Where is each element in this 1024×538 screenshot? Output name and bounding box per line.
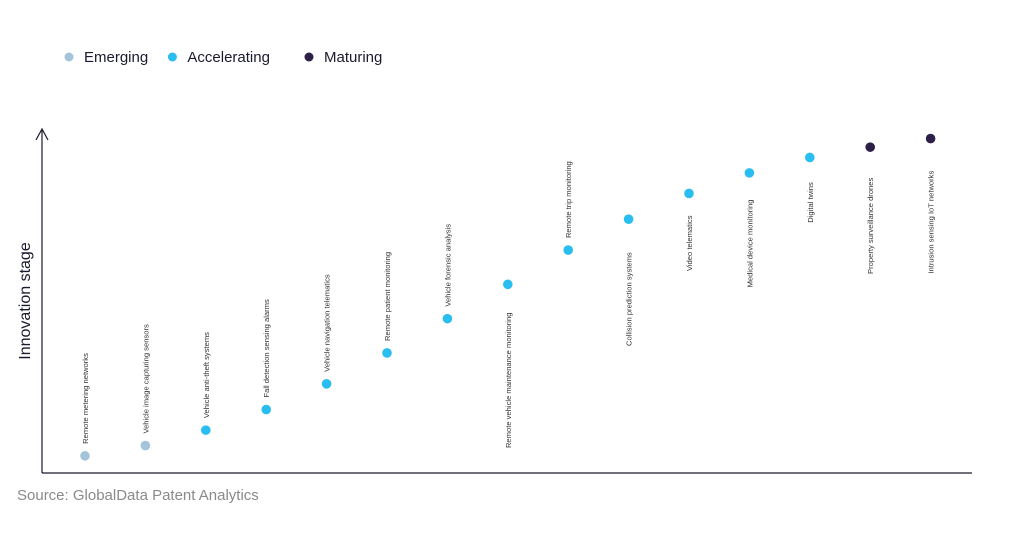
axes: Innovation stage bbox=[17, 127, 972, 474]
y-axis-arrow bbox=[35, 127, 49, 141]
data-point bbox=[925, 133, 936, 144]
data-point-label: Vehicle image capturing sensors bbox=[141, 324, 150, 434]
data-point-label: Remote vehicle maintenance monitoring bbox=[504, 313, 513, 449]
legend-marker-emerging bbox=[64, 52, 74, 62]
data-point bbox=[684, 188, 694, 199]
y-axis-title: Innovation stage bbox=[17, 242, 34, 360]
data-points: Remote metering networks Vehicle image ca… bbox=[80, 133, 936, 461]
data-point-label: Vehicle navigation telematics bbox=[323, 274, 332, 372]
legend-marker-accelerating bbox=[167, 52, 177, 62]
data-point bbox=[563, 245, 573, 255]
data-point bbox=[201, 425, 211, 435]
data-point bbox=[321, 379, 332, 389]
legend-label-emerging: Emerging bbox=[84, 49, 148, 66]
data-point bbox=[503, 279, 513, 290]
data-point-label: Vehicle forensic analysis bbox=[443, 224, 452, 307]
data-point-label: Remote metering networks bbox=[81, 353, 90, 444]
source-note: Source: GlobalData Patent Analytics bbox=[17, 487, 259, 504]
data-point-label: Property surveillance drones bbox=[866, 178, 875, 274]
data-point-label: Medical device monitoring bbox=[745, 200, 754, 288]
data-point bbox=[623, 214, 634, 224]
legend-label-accelerating: Accelerating bbox=[187, 49, 270, 66]
data-point bbox=[261, 404, 272, 415]
data-point-label: Fall detection sensing alarms bbox=[262, 299, 271, 398]
data-point bbox=[140, 440, 151, 451]
data-point bbox=[382, 348, 392, 358]
legend-label-maturing: Maturing bbox=[324, 49, 382, 66]
data-point-label: Intrusion sensing IoT networks bbox=[927, 171, 936, 274]
data-point bbox=[805, 152, 815, 163]
data-point bbox=[80, 451, 90, 461]
legend-marker-maturing bbox=[304, 52, 314, 62]
data-point-label: Collision prediction systems bbox=[625, 252, 634, 346]
data-point-label: Vehicle anti-theft systems bbox=[202, 332, 211, 418]
data-point-label: Remote trip monitoring bbox=[564, 161, 573, 238]
data-point bbox=[744, 168, 755, 178]
legend: Emerging Accelerating Maturing bbox=[64, 49, 382, 66]
data-point-label: Remote patient monitoring bbox=[383, 252, 392, 341]
data-point bbox=[865, 142, 875, 152]
data-point-label: Video telematics bbox=[685, 215, 694, 271]
data-point-label: Digital twins bbox=[806, 182, 815, 223]
data-point bbox=[442, 313, 453, 324]
